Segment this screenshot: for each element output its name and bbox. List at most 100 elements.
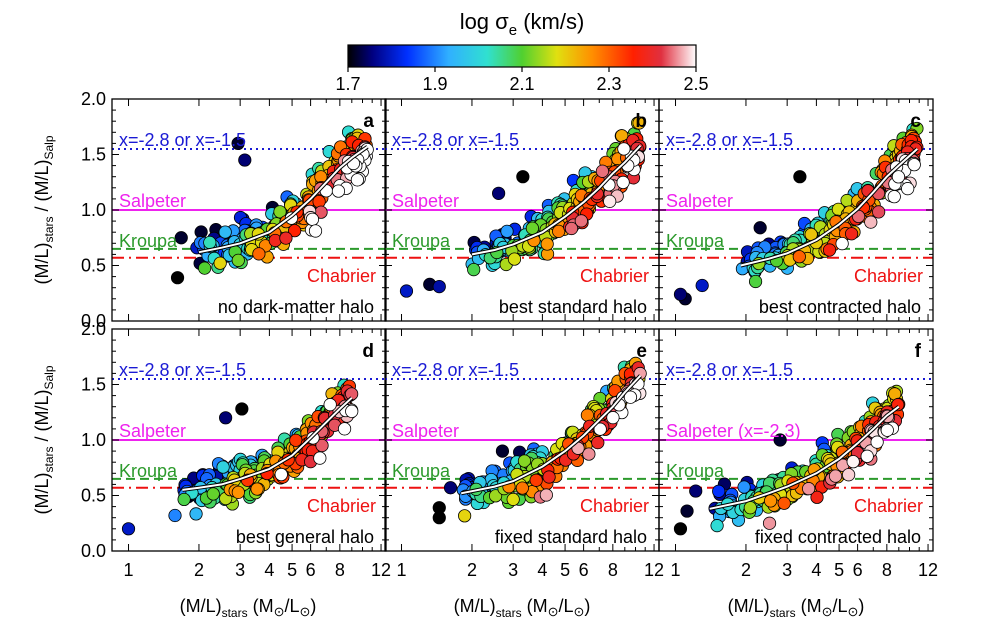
galaxy-point <box>350 173 365 187</box>
x-tick-label: 8 <box>882 560 892 580</box>
kroupa-label: Kroupa <box>666 461 725 481</box>
galaxy-point <box>777 496 791 510</box>
panel-b: x=-2.8 or x=-1.5 Salpeter Kroupa Chabrier be… <box>384 98 660 322</box>
galaxy-point <box>712 484 726 498</box>
galaxy-point <box>506 492 520 506</box>
chabrier-label: Chabrier <box>854 496 923 516</box>
x-tick-label: 2 <box>741 560 751 580</box>
galaxy-point <box>213 256 227 270</box>
galaxy-point <box>680 504 694 518</box>
y-tick-label: 2.0 <box>81 319 106 339</box>
x-tick-label: 12 <box>918 560 938 580</box>
chabrier-label: Chabrier <box>854 266 923 286</box>
galaxy-point <box>273 205 287 219</box>
x-tick-label: 8 <box>608 560 618 580</box>
colorbar-tick-label: 2.3 <box>596 74 621 94</box>
galaxy-point <box>492 186 506 200</box>
plot-area <box>385 356 659 525</box>
galaxy-point <box>574 214 588 228</box>
colorbar: log σe (km/s) 1.7 1.9 2.1 2.3 2.5 <box>335 9 708 94</box>
x-ratio-label: x=-2.8 or x=-1.5 <box>666 360 793 380</box>
kroupa-label: Kroupa <box>666 231 725 251</box>
galaxy-point <box>617 142 631 156</box>
x-tick-label: 3 <box>235 560 245 580</box>
galaxy-point <box>500 224 514 238</box>
x-tick-label: 6 <box>306 560 316 580</box>
galaxy-point <box>539 488 553 502</box>
galaxy-point <box>399 284 414 298</box>
x-tick-label: 2 <box>194 560 204 580</box>
y-tick-label: 0.0 <box>81 541 106 561</box>
galaxy-point <box>763 494 778 508</box>
x-ratio-label: x=-2.8 or x=-1.5 <box>119 360 246 380</box>
panel-letter: d <box>362 341 374 362</box>
salpeter-label: Salpeter <box>119 421 186 441</box>
salpeter-label: Salpeter <box>119 191 186 211</box>
galaxy-point <box>595 164 610 178</box>
kroupa-label: Kroupa <box>119 461 178 481</box>
galaxy-point <box>288 224 302 238</box>
galaxy-point <box>695 278 709 293</box>
galaxy-point <box>802 482 816 496</box>
galaxy-point <box>170 271 185 285</box>
y-tick-label: 2.0 <box>81 89 106 109</box>
x-tick-label: 4 <box>537 560 547 580</box>
galaxy-point <box>591 436 605 450</box>
fit-curve <box>198 145 369 254</box>
chabrier-label: Chabrier <box>580 266 649 286</box>
galaxy-point <box>289 433 303 447</box>
y-tick-label: 1.5 <box>81 375 106 395</box>
galaxy-point <box>710 519 724 533</box>
colorbar-tick-label: 1.7 <box>335 74 360 94</box>
salpeter-label: Salpeter (x=-2.3) <box>666 421 801 441</box>
salpeter-label: Salpeter <box>666 191 733 211</box>
galaxy-point <box>432 279 446 294</box>
panel-label: fixed standard halo <box>495 527 647 547</box>
x-tick-label: 8 <box>335 560 345 580</box>
x-tick-label: 4 <box>264 560 274 580</box>
galaxy-point <box>860 449 874 463</box>
y-tick-label: 0.5 <box>81 256 106 276</box>
panel-letter: f <box>915 341 922 362</box>
plot-area <box>659 121 933 306</box>
plot-area <box>112 377 386 536</box>
galaxy-point <box>121 522 136 536</box>
panel-letter: a <box>363 111 374 132</box>
galaxy-point <box>231 253 245 267</box>
y-axis-label: (M/L)stars / (M/L)Salp <box>32 365 56 514</box>
fit-curve <box>471 144 642 256</box>
x-tick-label: 4 <box>811 560 821 580</box>
x-axis-label: (M/L)stars (M⊙/L⊙) <box>454 596 591 620</box>
x-tick-label: 1 <box>124 560 134 580</box>
galaxy-point <box>842 468 856 482</box>
kroupa-label: Kroupa <box>392 231 451 251</box>
galaxy-point <box>443 481 458 495</box>
galaxy-point <box>198 261 212 275</box>
galaxy-point <box>515 481 529 495</box>
x-tick-label: 1 <box>671 560 681 580</box>
x-tick-label: 5 <box>287 560 297 580</box>
galaxy-point <box>835 237 849 251</box>
salpeter-label: Salpeter <box>392 421 459 441</box>
galaxy-point <box>580 408 595 422</box>
galaxy-point <box>313 451 327 465</box>
galaxy-point <box>216 460 230 474</box>
panel-e: x=-2.8 or x=-1.5 Salpeter Kroupa Chabrier fi… <box>384 328 664 580</box>
colorbar-tick-label: 2.5 <box>683 74 708 94</box>
panel-label: best standard halo <box>499 297 647 317</box>
galaxy-point <box>864 215 878 229</box>
galaxy-point <box>467 262 481 277</box>
colorbar-ticks: 1.7 1.9 2.1 2.3 2.5 <box>335 67 709 94</box>
colorbar-tick-label: 2.1 <box>509 74 534 94</box>
y-tick-label: 0.0 <box>81 311 106 331</box>
galaxy-point <box>488 489 503 503</box>
chabrier-label: Chabrier <box>307 266 376 286</box>
galaxy-point <box>901 182 915 196</box>
galaxy-point <box>337 422 352 436</box>
galaxy-point <box>673 287 688 301</box>
galaxy-point <box>308 224 323 238</box>
x-tick-label: 5 <box>834 560 844 580</box>
x-tick-label: 6 <box>579 560 589 580</box>
galaxy-point <box>891 170 906 184</box>
x-tick-label: 2 <box>467 560 477 580</box>
